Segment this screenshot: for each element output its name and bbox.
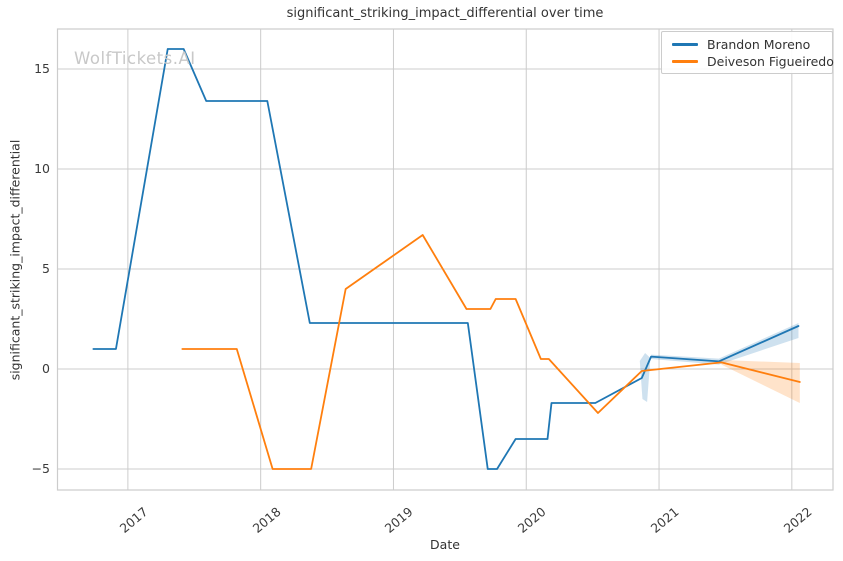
- legend: Brandon Moreno Deiveson Figueiredo: [661, 31, 834, 74]
- legend-line-swatch-blue: [672, 42, 698, 46]
- y-tick-label: 10: [34, 161, 50, 176]
- plot-border: [56, 28, 834, 491]
- legend-label-deiveson-figueiredo: Deiveson Figueiredo: [707, 53, 834, 69]
- y-tick-label: 0: [42, 361, 50, 376]
- chart-title: significant_striking_impact_differential…: [286, 6, 604, 21]
- y-tick-label: 5: [42, 261, 50, 276]
- series-line-brandon-moreno: [92, 48, 800, 470]
- x-axis-label: Date: [430, 537, 460, 552]
- y-tick-label: −5: [31, 461, 50, 476]
- legend-label-brandon-moreno: Brandon Moreno: [707, 36, 811, 52]
- series-line-deiveson-figueiredo: [181, 234, 801, 470]
- y-tick-label: 15: [34, 61, 50, 76]
- watermark: WolfTickets.AI: [74, 49, 196, 68]
- confidence-band-deiveson-figueiredo: [721, 360, 800, 403]
- legend-item-brandon-moreno: Brandon Moreno: [662, 36, 832, 53]
- legend-item-deiveson-figueiredo: Deiveson Figueiredo: [662, 53, 834, 70]
- legend-line-swatch-orange: [672, 59, 698, 63]
- confidence-band-brandon-moreno: [651, 323, 799, 365]
